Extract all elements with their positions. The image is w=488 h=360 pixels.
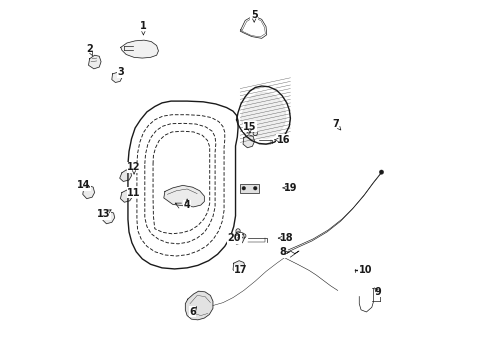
FancyBboxPatch shape — [240, 184, 258, 193]
Polygon shape — [232, 231, 244, 244]
Polygon shape — [112, 72, 122, 82]
Text: 11: 11 — [127, 188, 141, 198]
Polygon shape — [243, 135, 254, 148]
Circle shape — [241, 234, 245, 238]
Text: 17: 17 — [234, 265, 247, 275]
Text: 18: 18 — [280, 233, 293, 243]
Text: 10: 10 — [358, 265, 372, 275]
Text: 8: 8 — [279, 247, 286, 257]
Text: 16: 16 — [276, 135, 289, 145]
Text: 12: 12 — [127, 162, 141, 172]
Polygon shape — [233, 261, 244, 274]
Polygon shape — [163, 185, 204, 207]
Polygon shape — [82, 185, 94, 199]
Circle shape — [235, 229, 240, 233]
Text: 15: 15 — [243, 122, 256, 132]
Polygon shape — [185, 291, 212, 320]
Text: 5: 5 — [250, 10, 257, 20]
Text: 9: 9 — [374, 287, 381, 297]
Polygon shape — [102, 212, 115, 224]
Polygon shape — [120, 190, 132, 202]
Circle shape — [379, 170, 383, 174]
Text: 6: 6 — [189, 307, 196, 317]
Polygon shape — [121, 40, 158, 58]
Text: 7: 7 — [332, 120, 339, 129]
Text: 13: 13 — [97, 209, 110, 219]
Circle shape — [242, 186, 245, 190]
Circle shape — [253, 186, 257, 190]
Polygon shape — [120, 170, 131, 181]
Text: 1: 1 — [140, 21, 146, 31]
Text: 3: 3 — [117, 67, 124, 77]
Text: 19: 19 — [284, 183, 297, 193]
Text: 20: 20 — [227, 233, 241, 243]
Text: 14: 14 — [77, 180, 90, 190]
Circle shape — [246, 128, 251, 133]
Text: 2: 2 — [86, 44, 93, 54]
Circle shape — [253, 131, 257, 135]
Text: 4: 4 — [183, 200, 190, 210]
Polygon shape — [241, 92, 285, 138]
Polygon shape — [88, 55, 101, 69]
